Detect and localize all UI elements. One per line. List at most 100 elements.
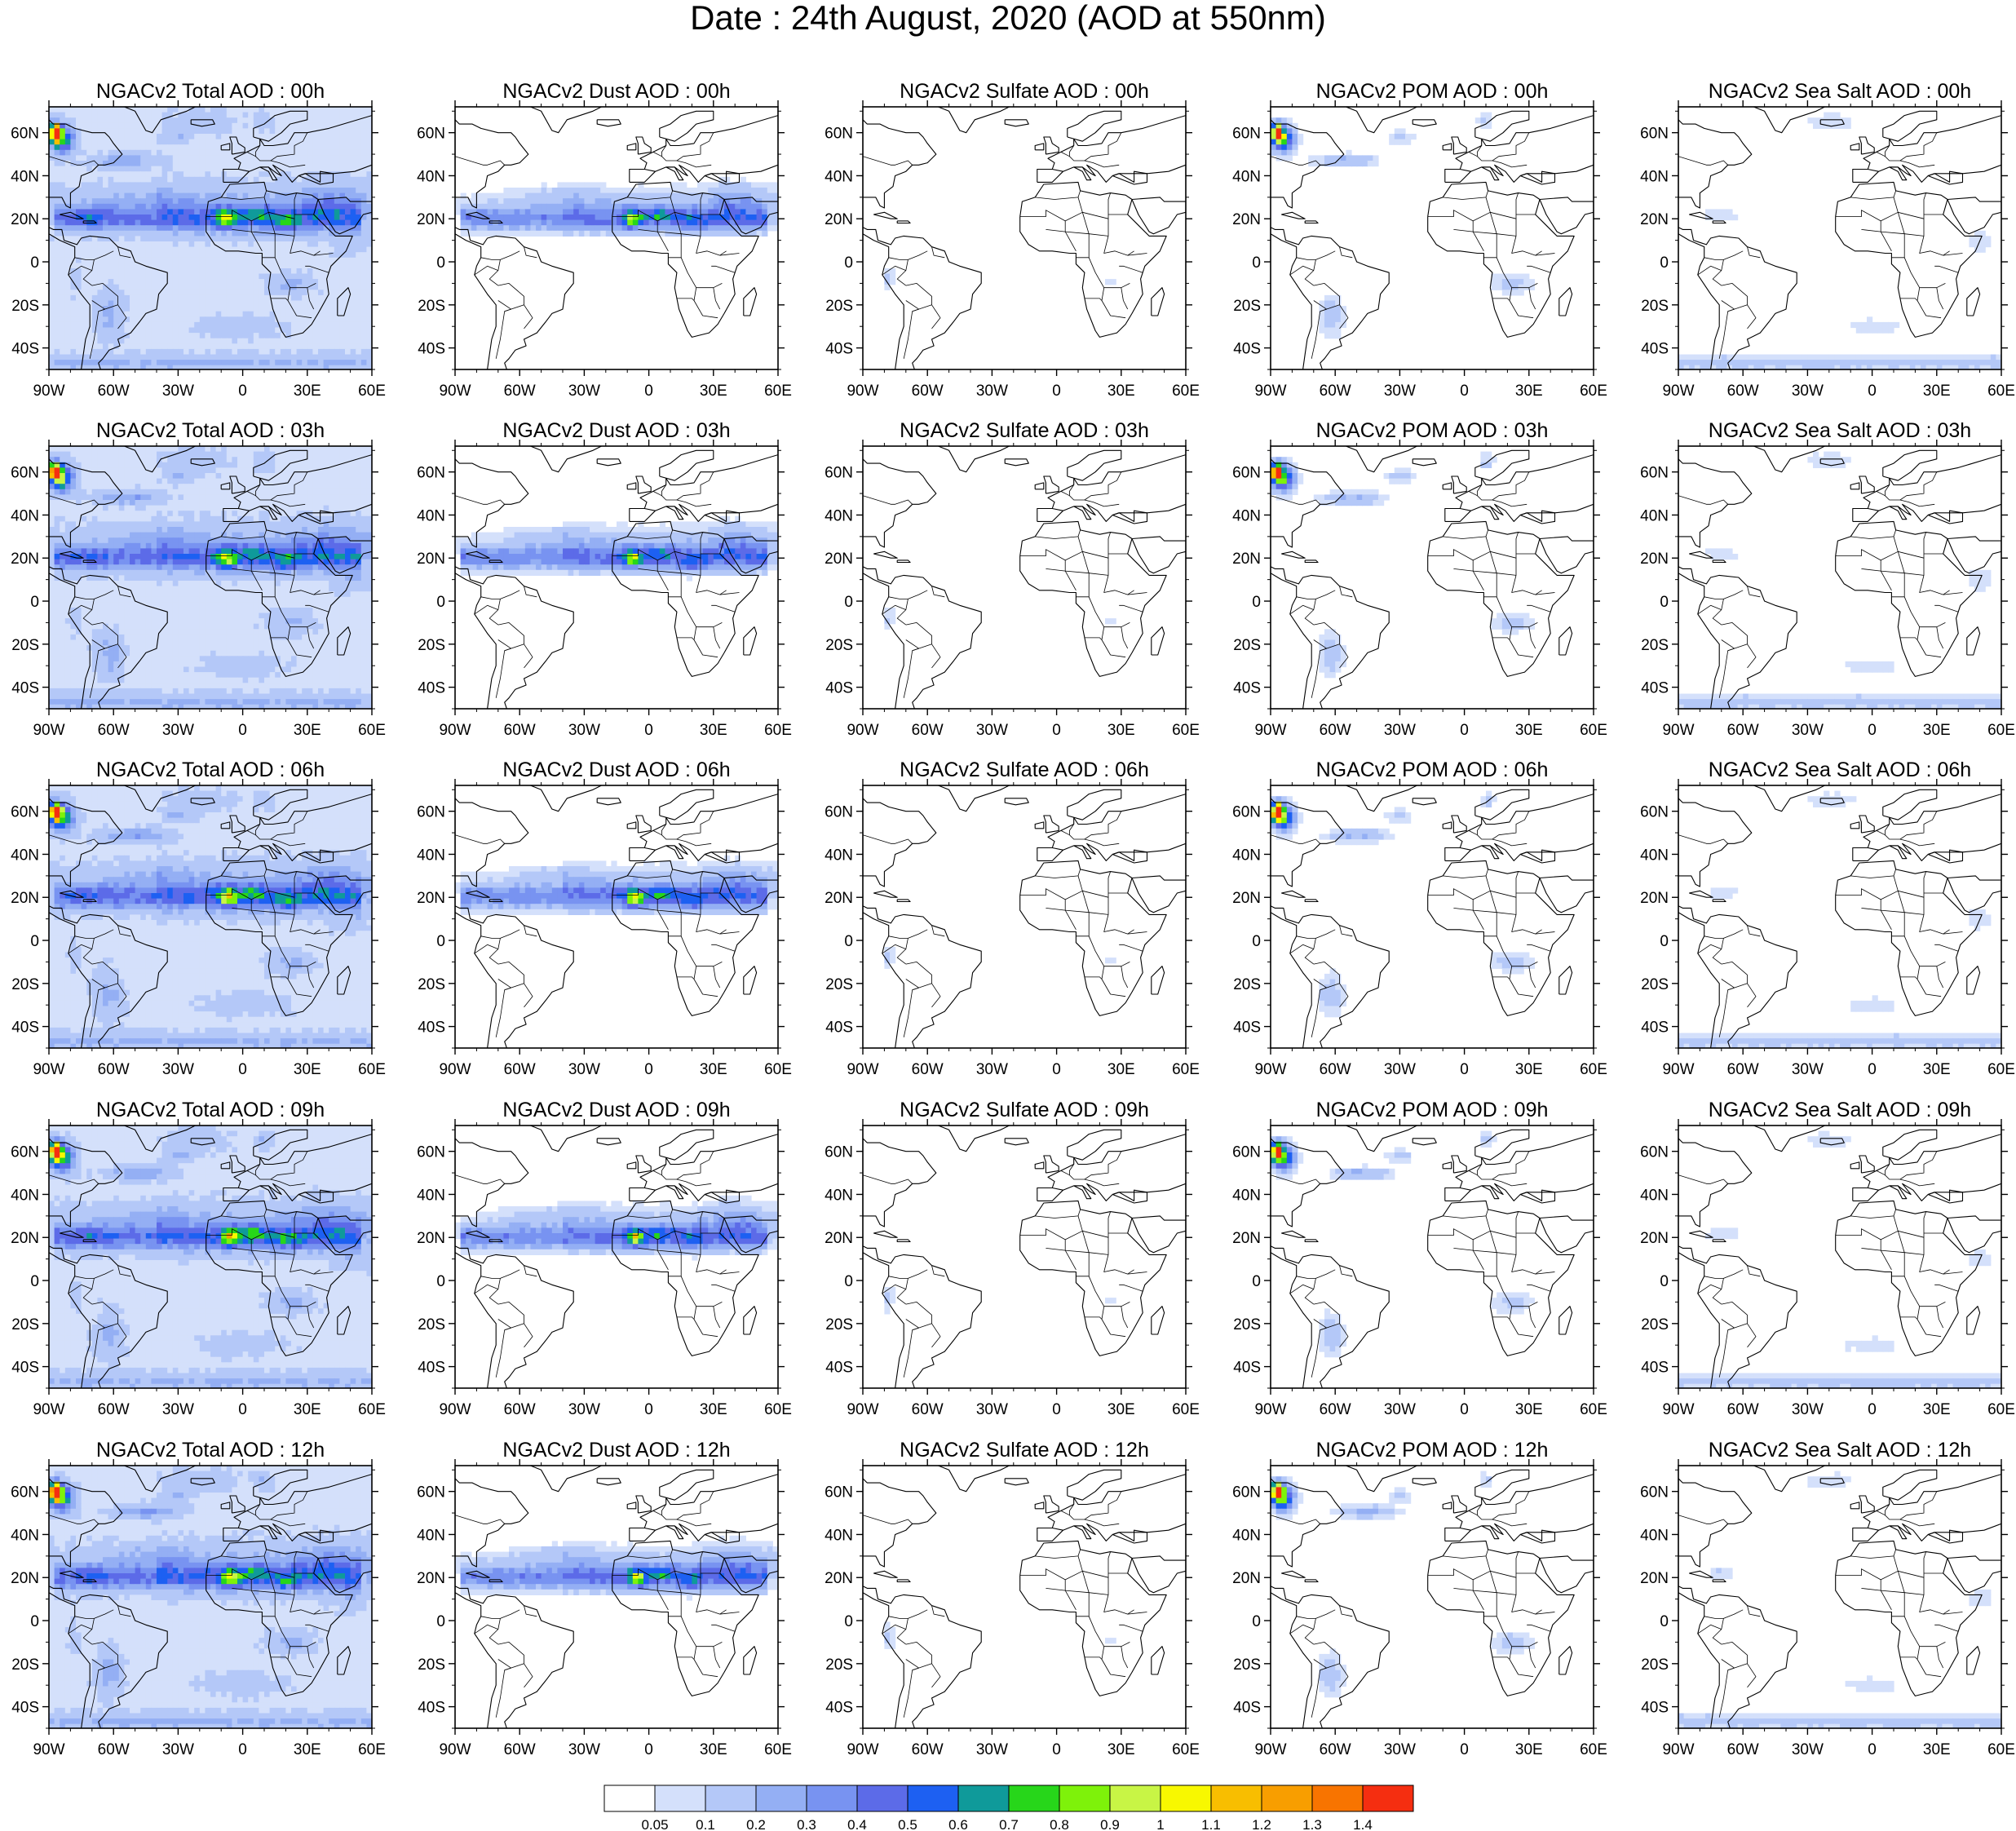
panel-frame: [1270, 1125, 1594, 1389]
lon-tick-label: 90W: [33, 722, 64, 739]
lat-tick-label: 40S: [1233, 1019, 1261, 1037]
lon-tick-label: 60E: [1580, 383, 1607, 400]
colorbar-label: 1.1: [1201, 1817, 1221, 1831]
lat-tick-label: 60N: [417, 804, 445, 821]
lat-tick-label: 20N: [1640, 211, 1669, 228]
coastlines: [1678, 1466, 2001, 1728]
colorbar-swatch: [1362, 1785, 1414, 1812]
lon-tick-label: 30E: [1923, 1741, 1951, 1758]
coastlines: [863, 1466, 1186, 1728]
lat-tick-label: 20N: [1640, 890, 1669, 907]
lat-tick-label: 60N: [417, 465, 445, 482]
lon-tick-label: 0: [1868, 1401, 1877, 1418]
lat-tick-label: 20N: [11, 1570, 39, 1587]
lon-tick-label: 60W: [1320, 1741, 1351, 1758]
lat-tick-label: 40S: [1641, 341, 1669, 358]
lon-tick-label: 30W: [1384, 1741, 1416, 1758]
lon-tick-label: 30W: [1792, 1401, 1824, 1418]
coastlines: [863, 1126, 1186, 1388]
lon-tick-label: 0: [238, 722, 247, 739]
lat-tick-label: 20N: [417, 1570, 445, 1587]
map-panel-pom-3: NGACv2 POM AOD : 09h 90W 60W 30W 0 30E 60E 60N 4…: [1232, 1099, 1607, 1418]
panel-title: NGACv2 Total AOD : 09h: [96, 1099, 325, 1121]
colorbar-label: 1.4: [1353, 1817, 1373, 1831]
map-panel-sulfate-4: NGACv2 Sulfate AOD : 12h 90W 60W 30W 0 30E 60E…: [825, 1439, 1200, 1758]
lon-tick-label: 90W: [847, 383, 878, 400]
lat-tick-label: 20N: [825, 211, 853, 228]
panel-frame: [1270, 785, 1594, 1049]
lat-tick-label: 40S: [418, 1700, 445, 1717]
coastlines: [455, 1466, 778, 1728]
lat-tick-label: 40N: [11, 168, 39, 185]
lon-tick-label: 60W: [912, 1401, 944, 1418]
colorbar-swatch: [1210, 1785, 1262, 1812]
lon-tick-label: 90W: [33, 383, 64, 400]
lon-tick-label: 60W: [98, 383, 130, 400]
map-panel-pom-0: NGACv2 POM AOD : 00h 90W 60W 30W 0 30E 60E 60N 4…: [1232, 80, 1607, 400]
lat-tick-label: 40S: [1641, 1700, 1669, 1717]
lon-tick-label: 60W: [98, 1741, 130, 1758]
lon-tick-label: 60W: [98, 1401, 130, 1418]
colorbar-swatch: [856, 1785, 909, 1812]
lat-tick-label: 0: [1660, 1613, 1669, 1630]
panel-title: NGACv2 Sulfate AOD : 12h: [900, 1439, 1149, 1462]
lat-tick-label: 20S: [1641, 1656, 1669, 1674]
coastlines: [1678, 785, 2001, 1048]
map-panel-sea-salt-0: NGACv2 Sea Salt AOD : 00h 90W 60W 30W 0 30E 60…: [1640, 80, 2015, 400]
lat-tick-label: 40S: [825, 1019, 853, 1037]
lon-tick-label: 0: [644, 1401, 653, 1418]
lat-tick-label: 40S: [11, 341, 39, 358]
lat-tick-label: 20N: [1640, 1230, 1669, 1247]
colorbar-swatch: [957, 1785, 1010, 1812]
lat-tick-label: 0: [844, 1613, 853, 1630]
lon-tick-label: 0: [1868, 383, 1877, 400]
lon-tick-label: 90W: [439, 1741, 471, 1758]
lat-tick-label: 40N: [1232, 168, 1261, 185]
lat-tick-label: 0: [1252, 594, 1261, 611]
lon-tick-label: 90W: [1254, 1401, 1286, 1418]
lon-tick-label: 0: [238, 1061, 247, 1078]
lon-tick-label: 90W: [33, 1741, 64, 1758]
lat-tick-label: 40N: [1232, 507, 1261, 524]
lat-tick-label: 40S: [418, 680, 445, 697]
lon-tick-label: 30E: [700, 1061, 727, 1078]
lat-tick-label: 0: [844, 594, 853, 611]
lon-tick-label: 30W: [1792, 1741, 1824, 1758]
lat-tick-label: 20N: [417, 1230, 445, 1247]
lon-tick-label: 60W: [504, 1741, 536, 1758]
aod-field: [455, 1195, 778, 1261]
aod-field: [1271, 1471, 1535, 1698]
lon-tick-label: 60W: [912, 722, 944, 739]
lat-tick-label: 40N: [417, 1527, 445, 1544]
colorbar-label: 0.9: [1100, 1817, 1120, 1831]
lon-tick-label: 60E: [1172, 383, 1200, 400]
lat-tick-label: 60N: [1640, 1484, 1669, 1502]
map-panel-sea-salt-2: NGACv2 Sea Salt AOD : 06h 90W 60W 30W 0 30E 60…: [1640, 758, 2015, 1078]
lat-tick-label: 40S: [418, 341, 445, 358]
lat-tick-label: 60N: [1232, 804, 1261, 821]
panel-title: NGACv2 Dust AOD : 12h: [502, 1439, 730, 1462]
aod-field: [49, 1466, 372, 1728]
lon-tick-label: 60W: [1727, 722, 1759, 739]
lon-tick-label: 30E: [294, 1741, 321, 1758]
lat-tick-label: 0: [436, 594, 445, 611]
lat-tick-label: 60N: [417, 1144, 445, 1161]
lon-tick-label: 30W: [976, 1401, 1008, 1418]
colorbar-swatch: [1059, 1785, 1111, 1812]
aod-field: [884, 608, 1116, 630]
coastlines: [863, 785, 1186, 1048]
lon-tick-label: 90W: [1254, 722, 1286, 739]
lon-tick-label: 30E: [1107, 1741, 1135, 1758]
lat-tick-label: 0: [436, 1613, 445, 1630]
aod-field: [49, 446, 372, 709]
lat-tick-label: 20N: [1640, 551, 1669, 568]
aod-field: [455, 176, 778, 237]
lon-tick-label: 60E: [1987, 1401, 2015, 1418]
map-panel-sea-salt-4: NGACv2 Sea Salt AOD : 12h 90W 60W 30W 0 30E 60…: [1640, 1439, 2015, 1758]
lon-tick-label: 60E: [1172, 1401, 1200, 1418]
lat-tick-label: 20S: [825, 637, 853, 654]
lon-tick-label: 0: [1868, 1061, 1877, 1078]
lat-tick-label: 40S: [1641, 1019, 1669, 1037]
lon-tick-label: 30E: [1515, 722, 1543, 739]
lon-tick-label: 0: [1052, 1061, 1061, 1078]
